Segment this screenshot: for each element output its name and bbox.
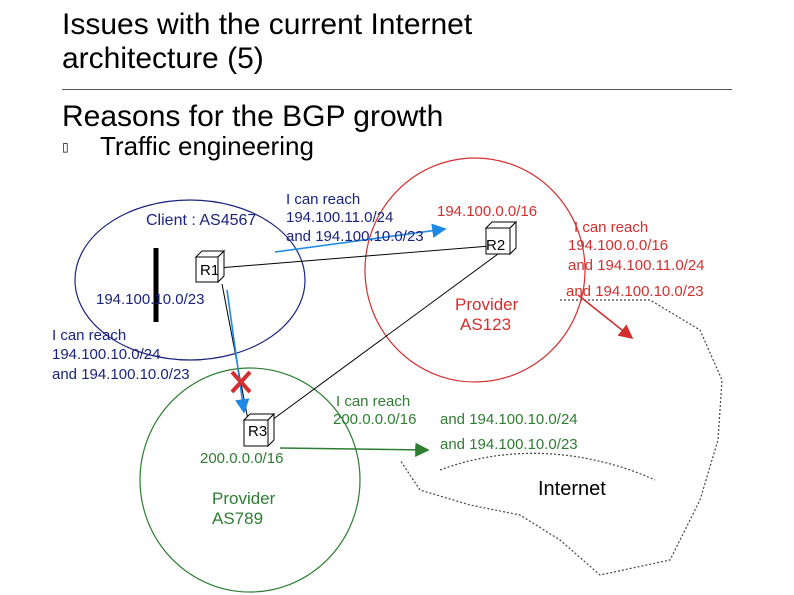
blocked-x-icon [230,370,252,394]
as123-name-line1: Provider [455,295,519,314]
client-announce-line2: 194.100.11.0/24 [286,209,394,226]
link-r3-r2 [271,253,499,421]
as123-announce-line4: and 194.100.10.0/23 [566,283,704,300]
as123-announce-line2: 194.100.0.0/16 [568,237,669,254]
link-r1-r2 [217,245,491,269]
as123-announce-line3: and 194.100.11.0/24 [568,257,705,274]
router-r2 [484,220,518,256]
arrow-as123-to-internet [577,294,634,339]
router-r3 [242,412,276,448]
client-announce-line3: and 194.100.10.0/23 [286,228,424,245]
as123-prefix: 194.100.0.0/16 [437,203,538,220]
internet-label: Internet [538,478,606,500]
as789-name-line1: Provider [212,489,276,508]
r3-label: R3 [248,423,268,440]
client-left-announce-line3: and 194.100.10.0/23 [52,366,190,383]
client-announce-line1: I can reach [286,191,361,208]
slide-title: Issues with the current Internet archite… [62,8,473,75]
provider-as789-region [139,367,361,593]
arrow-as789-to-internet [279,442,430,458]
as123-announce-line1: I can reach [574,219,649,236]
slide-subtitle: Reasons for the BGP growth [62,100,444,133]
r1-label: R1 [200,262,220,279]
client-left-announce-line2: 194.100.10.0/24 [52,346,161,363]
arrow-client-to-as123 [274,223,447,253]
title-divider [62,89,732,90]
provider-as123-region [364,157,586,383]
bullet-text: Traffic engineering [100,131,314,161]
as789-announce-line1: I can reach [336,393,411,410]
internet-cloud [399,299,723,576]
as789-announce-line3: and 194.100.10.0/24 [440,411,578,428]
r2-label: R2 [486,237,506,254]
bullet-glyph: ▯ [62,140,69,154]
as789-prefix: 200.0.0.0/16 [200,450,284,467]
as789-announce-line4: and 194.100.10.0/23 [440,436,578,453]
client-label: Client : AS4567 [146,212,257,229]
as123-name-line2: AS123 [460,315,512,334]
router-r1 [194,249,226,284]
client-prefix: 194.100.10.0/23 [96,291,205,308]
as789-announce-line2: 200.0.0.0/16 [333,411,417,428]
client-as4567-region [74,199,306,361]
internet-cloud-arc [439,452,656,481]
client-left-announce-line1: I can reach [52,327,127,344]
as789-name-line2: AS789 [212,509,264,528]
arrow-client-to-as789 [226,289,250,414]
